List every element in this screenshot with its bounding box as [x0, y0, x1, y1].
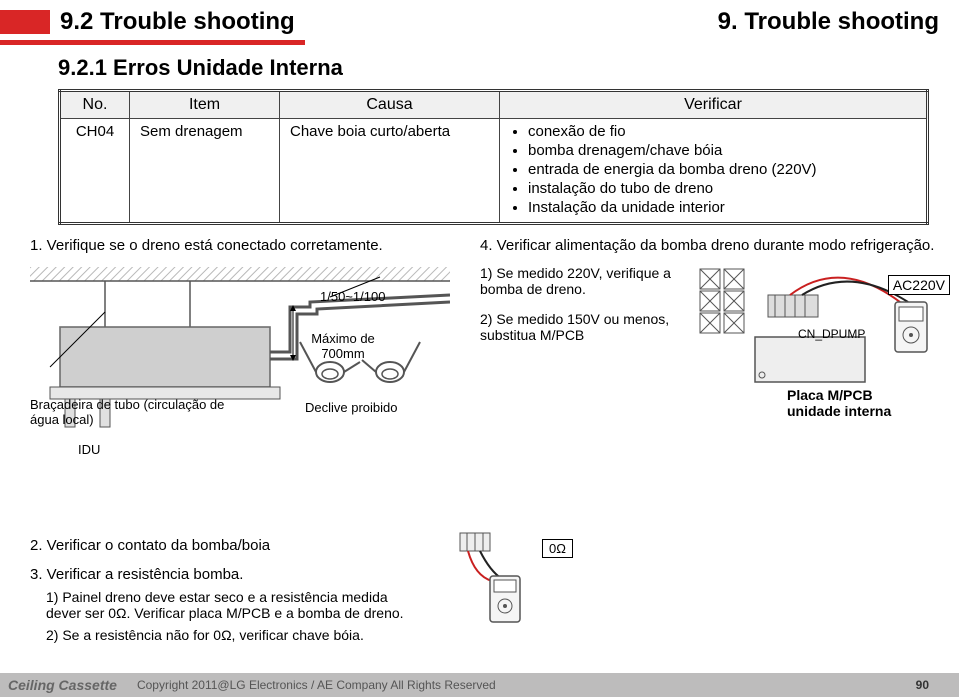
content-area: 1. Verifique se o dreno está conectado c… [30, 237, 939, 537]
th-no: No. [60, 91, 130, 119]
list-item: Instalação da unidade interior [528, 199, 916, 216]
subsection-title: 9.2.1 Erros Unidade Interna [58, 55, 959, 81]
measure-1: 1) Se medido 220V, verifique a bomba de … [480, 265, 680, 297]
verificar-list: conexão de fio bomba drenagem/chave bóia… [510, 123, 916, 216]
th-verificar: Verificar [500, 91, 928, 119]
table-row: CH04 Sem drenagem Chave boia curto/abert… [60, 119, 928, 224]
ohm-label: 0Ω [542, 539, 573, 558]
idu-label: IDU [78, 442, 100, 457]
pcb-label: Placa M/PCB unidade interna [787, 387, 927, 419]
list-item: conexão de fio [528, 123, 916, 140]
decline-label: Declive proibido [305, 400, 398, 415]
pcb-diagram: AC220V CN_DPUMP Placa M/PCB unidade inte… [690, 257, 950, 427]
max-label: Máximo de 700mm [303, 331, 383, 361]
bracket-label: Braçadeira de tubo (circulação de água l… [30, 397, 230, 427]
cell-no: CH04 [60, 119, 130, 224]
step-3b: 2) Se a resistência não for 0Ω, verifica… [46, 627, 416, 643]
trouble-table-wrap: No. Item Causa Verificar CH04 Sem drenag… [58, 89, 929, 225]
cell-item: Sem drenagem [130, 119, 280, 224]
cn-label: CN_DPUMP [798, 327, 865, 341]
lower-steps: 2. Verificar o contato da bomba/boia 3. … [30, 537, 929, 643]
table-header-row: No. Item Causa Verificar [60, 91, 928, 119]
step-4-text: 4. Verificar alimentação da bomba dreno … [480, 237, 959, 254]
section-title: 9.2 Trouble shooting [60, 8, 295, 36]
drain-diagram: 1/50~1/100 Máximo de 700mm Braçadeira de… [30, 267, 450, 437]
section-title-right: 9. Trouble shooting [718, 8, 939, 36]
drain-svg [30, 267, 450, 467]
list-item: instalação do tubo de dreno [528, 180, 916, 197]
step-3-details: 1) Painel dreno deve estar seco e a resi… [46, 589, 416, 643]
measure-2: 2) Se medido 150V ou menos, substitua M/… [480, 311, 680, 343]
step-1-text: 1. Verifique se o dreno está conectado c… [30, 237, 383, 254]
slope-label: 1/50~1/100 [320, 289, 385, 304]
cell-verificar: conexão de fio bomba drenagem/chave bóia… [500, 119, 928, 224]
red-underline [0, 40, 305, 45]
ohm-diagram: 0Ω [450, 531, 590, 631]
th-causa: Causa [280, 91, 500, 119]
trouble-table: No. Item Causa Verificar CH04 Sem drenag… [58, 89, 929, 225]
th-item: Item [130, 91, 280, 119]
page-footer: Ceiling Cassette Copyright 2011@LG Elect… [0, 673, 959, 697]
list-item: entrada de energia da bomba dreno (220V) [528, 161, 916, 178]
ac-label: AC220V [888, 275, 950, 295]
red-accent-bar [0, 10, 50, 34]
list-item: bomba drenagem/chave bóia [528, 142, 916, 159]
header-left: 9.2 Trouble shooting [0, 8, 295, 36]
cell-causa: Chave boia curto/aberta [280, 119, 500, 224]
page-header: 9.2 Trouble shooting 9. Trouble shooting [0, 0, 959, 40]
footer-mid: Copyright 2011@LG Electronics / AE Compa… [117, 678, 916, 692]
footer-left: Ceiling Cassette [8, 677, 117, 693]
measure-group: 1) Se medido 220V, verifique a bomba de … [480, 265, 680, 357]
footer-page: 90 [916, 678, 929, 692]
step-3a: 1) Painel dreno deve estar seco e a resi… [46, 589, 416, 621]
